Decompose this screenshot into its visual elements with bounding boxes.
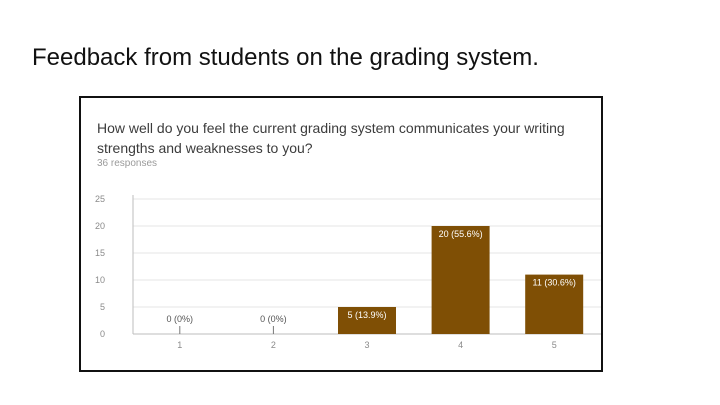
y-tick-label: 20 xyxy=(95,221,105,231)
bar-5 xyxy=(525,274,584,334)
bar-3 xyxy=(338,307,396,334)
x-tick-label: 4 xyxy=(458,340,463,350)
data-label: 0 (0%) xyxy=(260,314,287,324)
y-tick-label: 15 xyxy=(95,248,105,258)
y-tick-label: 25 xyxy=(95,194,105,204)
x-tick-label: 1 xyxy=(177,340,182,350)
question-text: How well do you feel the current grading… xyxy=(97,120,565,156)
y-tick-label: 10 xyxy=(95,275,105,285)
x-tick-label: 3 xyxy=(364,340,369,350)
data-label: 5 (13.9%) xyxy=(347,310,386,320)
y-tick-label: 5 xyxy=(100,302,105,312)
data-label: 11 (30.6%) xyxy=(533,278,576,288)
slide-title: Feedback from students on the grading sy… xyxy=(32,44,539,71)
response-count: 36 responses xyxy=(97,158,158,169)
data-label: 0 (0%) xyxy=(167,314,194,324)
bar-chart: 0 5 10 15 20 25 0 (0%) 1 0 (0%) 2 5 (13.9%) 3 20 (55… xyxy=(95,194,601,350)
bar-4 xyxy=(431,226,490,334)
x-tick-label: 2 xyxy=(271,340,276,350)
y-tick-label: 0 xyxy=(100,329,105,339)
form-response-card: How well do you feel the current grading… xyxy=(79,96,603,372)
data-label: 20 (55.6%) xyxy=(439,229,483,239)
x-tick-label: 5 xyxy=(552,340,557,350)
